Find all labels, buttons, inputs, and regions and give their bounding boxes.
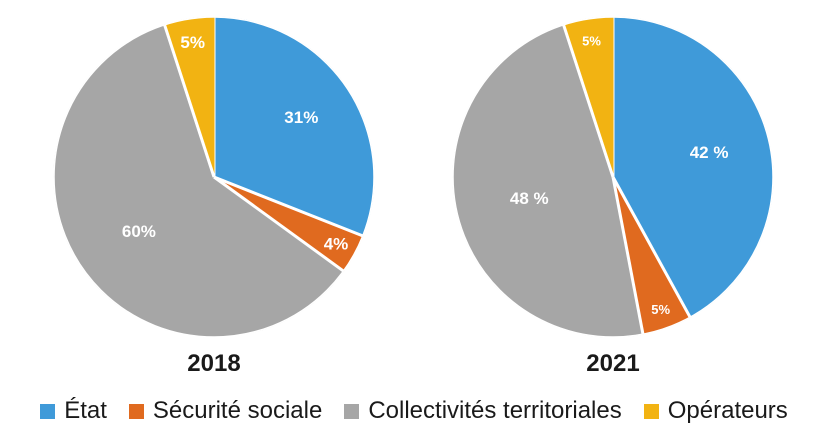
pie-2021-outline: [452, 16, 774, 338]
pie-2021: 42 % 5% 48 % 5%: [452, 16, 774, 338]
pie-2018-label-securite-sociale: 4%: [324, 235, 349, 254]
legend-swatch-etat: [40, 403, 56, 419]
pie-title-2021: 2021: [586, 350, 639, 377]
pie-2021-separator-2: [611, 176, 645, 335]
legend-item-securite-sociale: Sécurité sociale: [128, 397, 323, 425]
pie-2018-separator-1: [213, 175, 364, 238]
pie-2018-separator-2: [213, 175, 345, 273]
legend-swatch-collectivites: [344, 403, 360, 419]
legend: État Sécurité sociale Collectivités terr…: [0, 393, 828, 429]
legend-label-collectivites: Collectivités territoriales: [368, 397, 622, 424]
pie-2018-label-etat: 31%: [284, 108, 318, 127]
legend-label-operateurs: Opérateurs: [667, 397, 788, 424]
pie-2018-separator-3: [163, 24, 216, 178]
legend-item-collectivites: Collectivités territoriales: [344, 397, 622, 425]
pie-2018-label-operateurs: 5%: [180, 33, 205, 52]
pie-2021-label-operateurs: 5%: [582, 34, 601, 49]
pie-2018-outline: [53, 16, 375, 338]
legend-item-etat: État: [40, 397, 107, 425]
pie-title-2018: 2018: [187, 350, 240, 377]
pie-2021-label-securite-sociale: 5%: [651, 302, 670, 317]
pie-2021-separator-3: [562, 24, 615, 178]
pie-2021-label-collectivites-territoriales: 48 %: [510, 189, 549, 208]
pie-2018: 31% 4% 60% 5%: [53, 16, 375, 338]
legend-swatch-operateurs: [643, 403, 659, 419]
legend-item-operateurs: Opérateurs: [643, 397, 788, 425]
legend-swatch-securite-sociale: [128, 403, 144, 419]
legend-label-securite-sociale: Sécurité sociale: [152, 397, 323, 424]
pie-2021-label-etat: 42 %: [690, 143, 729, 162]
pie-2021-separator-1: [611, 176, 692, 318]
pie-2018-label-collectivites-territoriales: 60%: [122, 222, 156, 241]
legend-label-etat: État: [64, 397, 107, 424]
